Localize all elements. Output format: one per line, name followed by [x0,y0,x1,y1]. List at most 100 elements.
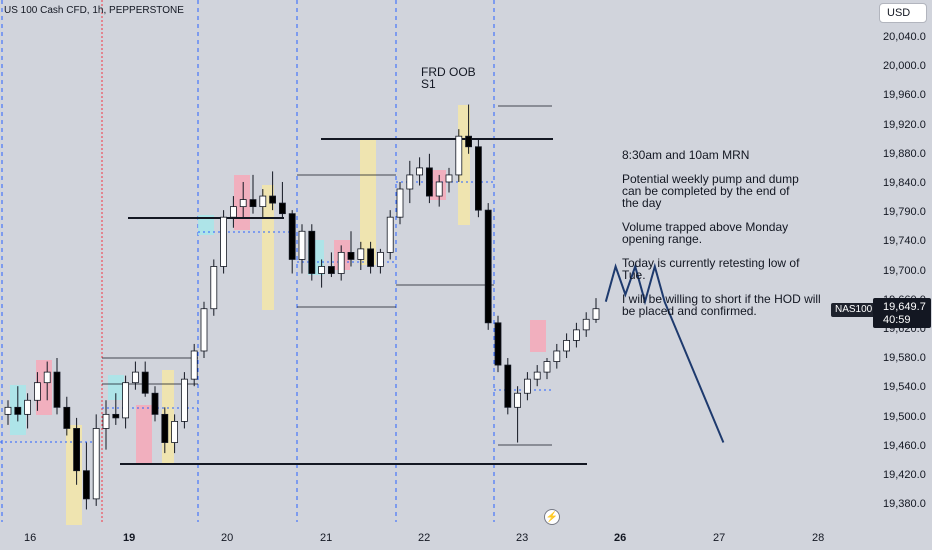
price-tick-label: 19,840.0 [883,177,926,189]
time-tick-label: 20 [221,532,234,544]
candle-body [43,371,51,384]
highlight-boxes [10,105,546,525]
candle-body [141,371,149,394]
currency-button[interactable]: USD [879,3,927,23]
replay-icon[interactable]: ⚡ [544,509,560,525]
candle-body [229,206,237,218]
candle-body [474,146,482,211]
candle-body [396,188,404,218]
candle-body [190,350,198,380]
candle-body [367,248,375,267]
candle-body [83,470,90,500]
candle-body [563,340,570,352]
candle-body [376,251,384,267]
candle-body [347,251,355,260]
highlight-box [108,375,124,400]
candle-body [63,406,71,429]
time-tick-label: 22 [418,532,431,544]
price-tick-label: 20,000.0 [883,60,926,73]
candle-body [543,361,551,373]
price-tick-label: 19,380.0 [883,498,926,511]
symbol-tag: NAS100 [831,303,877,317]
candle-body [4,406,12,415]
bar-countdown: 40:59 [883,314,911,326]
time-tick-label: 23 [516,532,529,544]
time-tick-label: 16 [24,532,37,544]
highlight-box [198,215,214,235]
price-tick-label: 20,040.0 [883,31,926,43]
time-tick-label: 28 [812,532,825,544]
highlight-box [262,185,274,310]
projection-path [604,262,725,443]
price-tick-label: 19,580.0 [883,352,926,365]
candles [4,104,600,510]
candle-body [269,195,277,204]
candle-body [73,428,80,472]
price-tick-label: 19,920.0 [883,118,926,131]
candle-body [465,135,473,148]
price-tick-label: 19,420.0 [883,469,926,481]
projection-line [604,262,725,443]
candle-body [112,413,120,419]
candle-body [298,230,306,260]
price-tick-label: 19,540.0 [883,381,926,394]
candle-body [259,195,267,208]
candle-body [180,378,188,422]
candle-body [122,382,129,419]
candle-body [337,251,345,274]
candle-body [288,213,296,260]
candle-body [357,248,365,260]
time-tick-label: 19 [123,532,136,544]
highlight-box [360,140,376,265]
candle-body [524,378,531,394]
time-tick-label: 27 [713,532,726,544]
candle-body [533,371,541,380]
candle-body [14,406,22,415]
candle-body [435,181,443,197]
candle-body [386,216,394,253]
candle-body [210,266,218,310]
highlight-box [458,105,470,225]
candle-body [308,230,316,274]
last-price-value: 19,649.7 [883,301,926,313]
candle-body [161,413,169,443]
candle-body [582,318,590,331]
candle-body [573,329,580,341]
candle-body [24,399,32,415]
price-tick-label: 19,740.0 [883,235,926,248]
candle-body [220,216,228,267]
candle-body [327,266,335,274]
symbol-title: US 100 Cash CFD, 1h, PEPPERSTONE [4,5,184,16]
candle-body [278,202,286,215]
price-tick-label: 19,960.0 [883,89,926,102]
candle-body [514,392,521,408]
candle-body [318,266,326,274]
candle-body [102,413,110,429]
annotation-frd-oob: FRD OOB S1 [421,65,476,91]
time-tick-label: 26 [614,532,627,544]
candle-body [53,371,61,408]
candle-body [455,135,463,176]
candle-body [239,199,247,208]
price-tick-label: 19,880.0 [883,147,926,160]
candle-body [445,174,453,183]
candle-body [504,364,512,408]
candle-body [425,167,433,197]
candle-body [249,199,257,208]
price-tick-label: 19,460.0 [883,439,926,452]
highlight-box [136,405,152,465]
highlight-box [530,320,546,352]
candle-body [34,382,41,401]
candle-body [200,308,208,352]
candle-body [416,167,424,176]
time-tick-label: 21 [320,532,333,544]
session-separators [1,0,495,522]
candle-body [171,421,179,443]
candle-body [92,428,100,500]
candle-body [131,371,139,384]
candle-body [494,322,502,366]
price-tick-label: 19,700.0 [883,264,926,277]
candle-body [406,174,414,190]
